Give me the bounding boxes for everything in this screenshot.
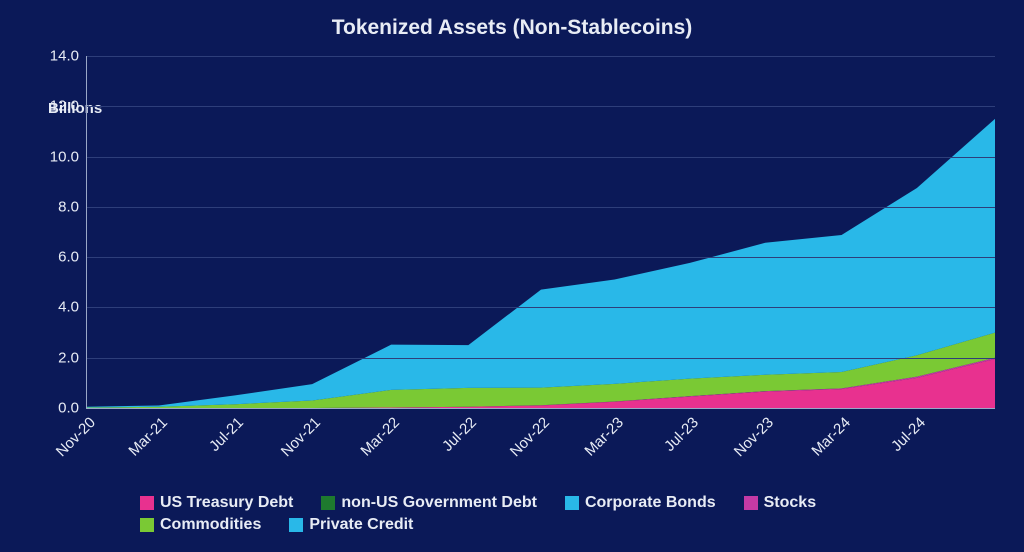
grid-line (87, 257, 995, 258)
legend-item: Stocks (744, 494, 816, 512)
y-tick-label: 12.0 (50, 98, 79, 115)
legend: US Treasury Debt non-US Government Debt Co… (140, 494, 900, 534)
legend-item: Commodities (140, 516, 261, 534)
x-tick-label: Jul-23 (661, 414, 702, 455)
y-tick-label: 8.0 (58, 198, 79, 215)
legend-item: Private Credit (289, 516, 413, 534)
legend-label: US Treasury Debt (160, 494, 293, 512)
stacked-area-layer (87, 56, 995, 408)
plot-area: 0.02.04.06.08.010.012.014.0Nov-20Mar-21J… (86, 56, 995, 409)
legend-label: non-US Government Debt (341, 494, 537, 512)
tokenized-assets-chart: Tokenized Assets (Non-Stablecoins) Billi… (0, 0, 1024, 552)
legend-swatch (744, 496, 758, 510)
series-area (87, 119, 995, 408)
y-tick-label: 2.0 (58, 349, 79, 366)
x-tick-label: Nov-21 (278, 414, 324, 460)
y-tick-label: 6.0 (58, 249, 79, 266)
legend-item: Corporate Bonds (565, 494, 716, 512)
legend-swatch (565, 496, 579, 510)
x-tick-label: Mar-24 (808, 414, 854, 460)
grid-line (87, 56, 995, 57)
x-tick-label: Jul-22 (439, 414, 480, 455)
x-tick-label: Jul-21 (206, 414, 247, 455)
x-tick-label: Mar-23 (581, 414, 627, 460)
grid-line (87, 157, 995, 158)
legend-swatch (140, 518, 154, 532)
legend-swatch (321, 496, 335, 510)
grid-line (87, 106, 995, 107)
y-tick-label: 10.0 (50, 148, 79, 165)
y-tick-label: 4.0 (58, 299, 79, 316)
legend-item: non-US Government Debt (321, 494, 537, 512)
legend-label: Corporate Bonds (585, 494, 716, 512)
grid-line (87, 358, 995, 359)
x-tick-label: Mar-21 (125, 414, 171, 460)
grid-line (87, 307, 995, 308)
chart-title: Tokenized Assets (Non-Stablecoins) (0, 16, 1024, 40)
legend-swatch (289, 518, 303, 532)
legend-swatch (140, 496, 154, 510)
x-tick-label: Nov-20 (53, 414, 99, 460)
legend-label: Stocks (764, 494, 816, 512)
x-tick-label: Mar-22 (358, 414, 404, 460)
x-tick-label: Jul-24 (888, 414, 929, 455)
y-tick-label: 14.0 (50, 48, 79, 65)
x-tick-label: Nov-23 (731, 414, 777, 460)
legend-label: Private Credit (309, 516, 413, 534)
y-tick-label: 0.0 (58, 400, 79, 417)
legend-item: US Treasury Debt (140, 494, 293, 512)
legend-label: Commodities (160, 516, 261, 534)
x-tick-label: Nov-22 (507, 414, 553, 460)
grid-line (87, 207, 995, 208)
